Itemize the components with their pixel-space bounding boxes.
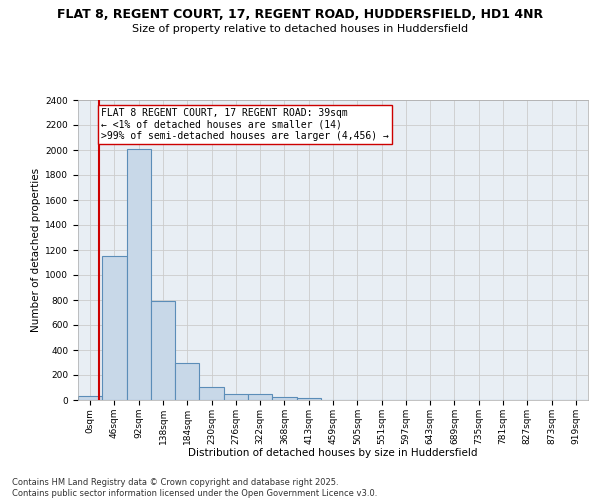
Bar <box>199 387 224 400</box>
Bar <box>102 256 127 400</box>
Text: Contains HM Land Registry data © Crown copyright and database right 2025.
Contai: Contains HM Land Registry data © Crown c… <box>12 478 377 498</box>
Y-axis label: Number of detached properties: Number of detached properties <box>31 168 41 332</box>
Bar <box>151 300 175 400</box>
Bar <box>175 362 199 400</box>
Bar <box>78 396 102 400</box>
Bar <box>248 394 272 400</box>
Bar <box>296 398 321 400</box>
Bar <box>272 397 296 400</box>
Text: Size of property relative to detached houses in Huddersfield: Size of property relative to detached ho… <box>132 24 468 34</box>
Text: FLAT 8, REGENT COURT, 17, REGENT ROAD, HUDDERSFIELD, HD1 4NR: FLAT 8, REGENT COURT, 17, REGENT ROAD, H… <box>57 8 543 20</box>
Bar <box>224 394 248 400</box>
Bar <box>127 149 151 400</box>
Text: FLAT 8 REGENT COURT, 17 REGENT ROAD: 39sqm
← <1% of detached houses are smaller : FLAT 8 REGENT COURT, 17 REGENT ROAD: 39s… <box>101 108 389 140</box>
X-axis label: Distribution of detached houses by size in Huddersfield: Distribution of detached houses by size … <box>188 448 478 458</box>
